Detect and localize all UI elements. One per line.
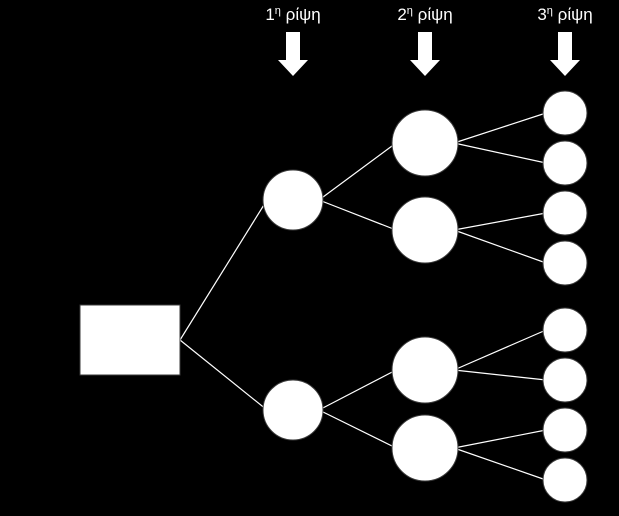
root-node: [80, 305, 180, 375]
level2-node: [392, 197, 458, 263]
background: [0, 0, 619, 516]
level3-node: [543, 91, 587, 135]
column-header-3: 3η ρίψη: [537, 5, 592, 24]
column-header-2: 2η ρίψη: [397, 5, 452, 24]
level3-node: [543, 458, 587, 502]
tree-diagram: 1η ρίψη 2η ρίψη 3η ρίψη: [0, 0, 619, 516]
level1-node: [263, 170, 323, 230]
level3-node: [543, 358, 587, 402]
level3-node: [543, 141, 587, 185]
level2-node: [392, 337, 458, 403]
level1-node: [263, 380, 323, 440]
column-header-1: 1η ρίψη: [265, 5, 320, 24]
level3-node: [543, 408, 587, 452]
level3-node: [543, 241, 587, 285]
level2-node: [392, 415, 458, 481]
level3-node: [543, 308, 587, 352]
level3-node: [543, 191, 587, 235]
level2-node: [392, 110, 458, 176]
